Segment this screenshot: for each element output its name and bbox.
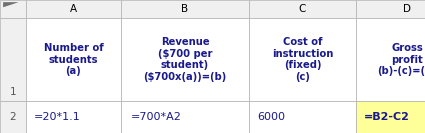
Bar [356,18,425,101]
Text: =700*A2: =700*A2 [131,112,182,122]
Bar [249,0,356,18]
Text: =B2-C2: =B2-C2 [364,112,410,122]
Bar [121,101,249,133]
Bar [249,101,356,133]
Bar [121,18,249,101]
Text: Number of
students
(a): Number of students (a) [44,43,103,76]
Bar [249,18,356,101]
Bar [26,101,121,133]
Bar [121,0,249,18]
Text: Gross
profit
(b)-(c)=(d): Gross profit (b)-(c)=(d) [377,43,425,76]
Bar [0,101,26,133]
Text: Revenue
($700 per
student)
($700x(a))=(b): Revenue ($700 per student) ($700x(a))=(b… [143,37,227,82]
Bar [356,101,425,133]
Bar [26,0,121,18]
Text: A: A [70,4,77,14]
Text: D: D [403,4,411,14]
Text: =20*1.1: =20*1.1 [34,112,80,122]
Bar [26,18,121,101]
Text: 1: 1 [10,87,16,97]
Bar [356,0,425,18]
Bar [0,0,26,18]
Text: C: C [299,4,306,14]
Text: B: B [181,4,189,14]
Bar [0,18,26,101]
Text: Cost of
instruction
(fixed)
(c): Cost of instruction (fixed) (c) [272,37,333,82]
Polygon shape [3,2,19,7]
Text: 6000: 6000 [258,112,286,122]
Text: 2: 2 [10,112,16,122]
